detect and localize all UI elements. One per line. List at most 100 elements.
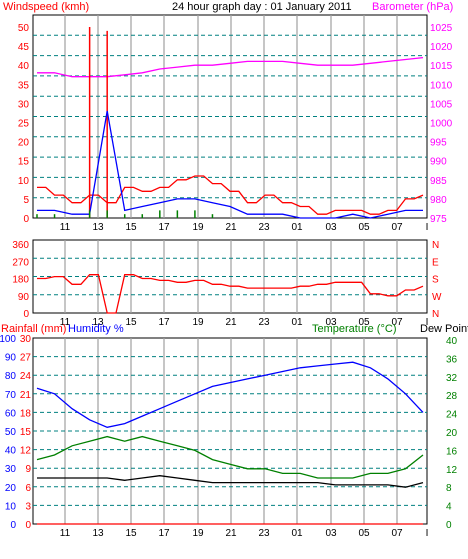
temperature-tick: 16: [446, 446, 458, 457]
x-tick-label: 15: [125, 528, 137, 539]
rainfall-tick: 15: [20, 427, 32, 438]
temperature-tick: 12: [446, 465, 458, 476]
x-tick-label: 03: [325, 317, 337, 328]
x-tick-label: 23: [258, 222, 270, 233]
barometer-tick: 990: [430, 157, 447, 168]
barometer-tick: 1010: [430, 80, 453, 91]
humidity-tick: 70: [5, 390, 17, 401]
x-tick-label: 21: [225, 317, 237, 328]
barometer-line: [37, 56, 424, 78]
humidity-tick: 90: [5, 353, 17, 364]
windspeed-tick: 35: [18, 80, 30, 91]
x-tick-label: 11: [60, 222, 71, 233]
rainfall-tick: 18: [20, 408, 32, 419]
barometer-tick: 1000: [430, 119, 453, 130]
x-tick-label: 21: [225, 222, 237, 233]
humidity-tick: 0: [10, 520, 16, 531]
humidity-tick: 10: [5, 501, 17, 512]
x-tick-label: 03: [325, 528, 337, 539]
temperature-tick: 0: [446, 520, 452, 531]
wind-direction-line: [37, 274, 424, 314]
humidity-tick: 100: [0, 334, 16, 345]
humidity-axis-label: Humidity %: [68, 323, 124, 335]
barometer-tick: 975: [430, 214, 447, 225]
temperature-tick: 32: [446, 373, 458, 384]
rainfall-tick: 6: [25, 483, 31, 494]
temperature-line: [36, 435, 424, 479]
humidity-tick: 80: [5, 371, 17, 382]
barometer-tick: 1020: [430, 42, 453, 53]
x-tick-label: I: [426, 222, 429, 233]
compass-tick: N: [432, 309, 439, 320]
dewpoint-line: [37, 475, 424, 488]
x-tick-label: 13: [92, 528, 104, 539]
x-tick-label: 03: [325, 222, 337, 233]
rainfall-tick: 9: [25, 464, 31, 475]
humidity-tick: 20: [5, 483, 17, 494]
humidity-tick: 40: [5, 446, 17, 457]
direction-tick: 90: [18, 292, 30, 303]
windspeed-tick: 20: [18, 138, 30, 149]
rainfall-axis-label: Rainfall (mm): [1, 323, 66, 335]
x-tick-label: 11: [60, 317, 71, 328]
x-tick-label: 15: [125, 222, 137, 233]
temperature-tick: 36: [446, 354, 458, 365]
compass-tick: W: [432, 292, 442, 303]
x-tick-label: 01: [291, 528, 303, 539]
temperature-tick: 8: [446, 483, 452, 494]
x-tick-label: 17: [158, 317, 170, 328]
direction-tick: 180: [12, 275, 29, 286]
windspeed-tick: 5: [23, 195, 29, 206]
humidity-tick: 60: [5, 408, 17, 419]
direction-tick: 270: [12, 257, 29, 268]
windspeed-tick: 15: [18, 157, 30, 168]
x-tick-label: 19: [192, 222, 204, 233]
x-tick-label: 21: [225, 528, 237, 539]
rainfall-tick: 30: [20, 334, 32, 345]
x-tick-label: 23: [258, 528, 270, 539]
temperature-tick: 28: [446, 391, 458, 402]
temperature-tick: 24: [446, 410, 458, 421]
barometer-tick: 1005: [430, 99, 453, 110]
x-tick-label: I: [426, 317, 429, 328]
compass-tick: S: [432, 275, 439, 286]
rainfall-tick: 21: [20, 390, 32, 401]
dewpoint-axis-label: Dew Point: [420, 323, 468, 335]
x-tick-label: I: [426, 528, 429, 539]
barometer-tick: 1015: [430, 61, 453, 72]
humidity-line: [36, 361, 424, 428]
rainfall-tick: 3: [25, 501, 31, 512]
x-tick-label: 07: [391, 317, 403, 328]
windspeed-line: [37, 175, 424, 215]
rainfall-tick: 27: [20, 353, 32, 364]
windspeed-tick: 50: [18, 23, 30, 34]
graph-title: 24 hour graph day : 01 January 2011: [172, 1, 352, 13]
temperature-tick: 4: [446, 502, 452, 513]
x-tick-label: 01: [291, 317, 303, 328]
x-tick-label: 11: [60, 528, 71, 539]
windspeed-tick: 30: [18, 99, 30, 110]
rainfall-tick: 24: [20, 371, 32, 382]
windspeed-tick: 0: [23, 214, 29, 225]
x-tick-label: 17: [158, 222, 170, 233]
gust-line: [37, 110, 423, 219]
x-tick-label: 19: [192, 528, 204, 539]
x-tick-label: 01: [291, 222, 303, 233]
x-tick-label: 15: [125, 317, 137, 328]
rainfall-tick: 0: [25, 520, 31, 531]
windspeed-axis-label: Windspeed (kmh): [3, 1, 89, 13]
windspeed-tick: 10: [18, 176, 30, 187]
x-tick-label: 05: [358, 317, 370, 328]
x-tick-label: 05: [358, 528, 370, 539]
temperature-tick: 40: [446, 336, 458, 347]
x-tick-label: 17: [158, 528, 170, 539]
barometer-tick: 995: [430, 138, 447, 149]
x-tick-label: 23: [258, 317, 270, 328]
temperature-axis-label: Temperature (°C): [312, 323, 396, 335]
x-tick-label: 07: [391, 528, 403, 539]
barometer-tick: 980: [430, 195, 447, 206]
x-tick-label: 13: [92, 222, 104, 233]
humidity-tick: 30: [5, 464, 17, 475]
windspeed-tick: 25: [18, 119, 30, 130]
